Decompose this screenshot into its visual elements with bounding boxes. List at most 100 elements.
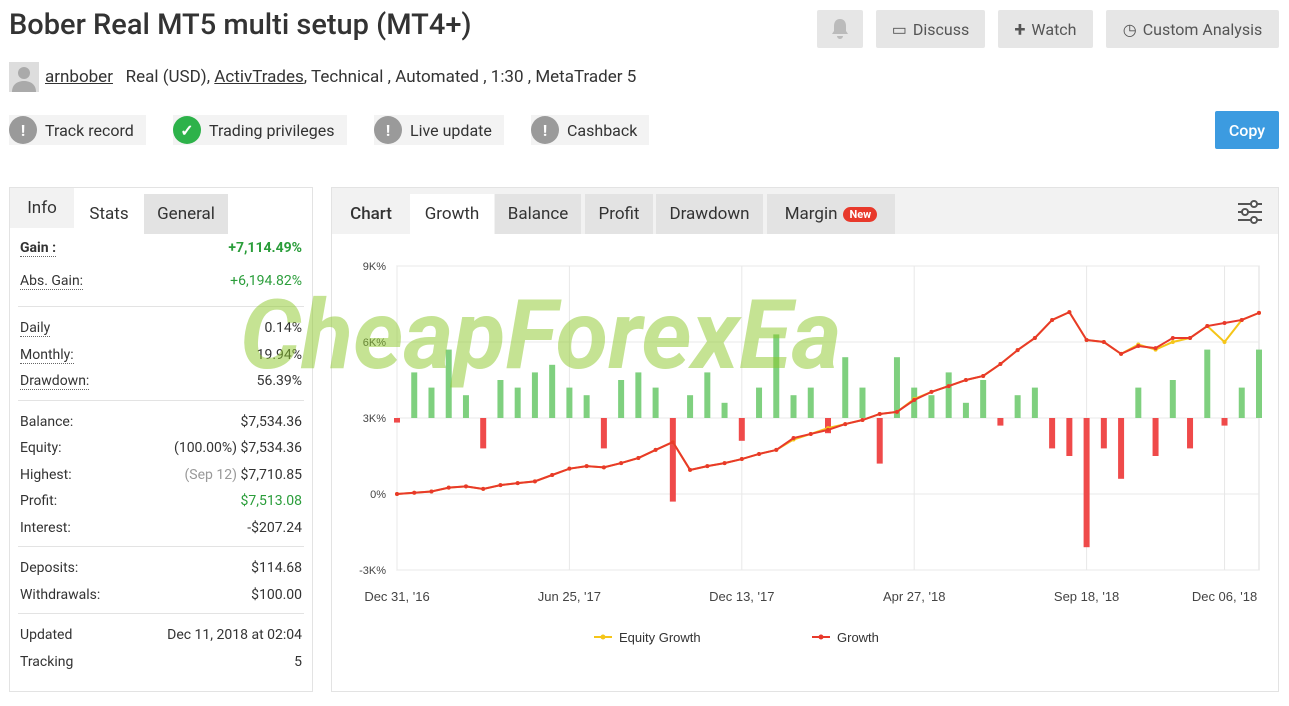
stat-label: Gain : xyxy=(20,240,57,257)
chart-panel: Chart Growth Balance Profit Drawdown Mar… xyxy=(331,187,1279,692)
tab[interactable]: Margin New xyxy=(767,194,895,234)
point xyxy=(894,409,899,414)
broker-link[interactable]: ActivTrades xyxy=(214,67,304,87)
stat-row: Tracking 5 xyxy=(20,654,302,670)
point xyxy=(584,464,589,469)
badge: ! Cashback xyxy=(531,115,650,145)
stat-value: $7,513.08 xyxy=(240,493,302,509)
x-tick-label: Dec 13, '17 xyxy=(709,589,774,604)
tab[interactable]: Stats xyxy=(74,194,144,234)
stat-label: Interest: xyxy=(20,519,71,536)
point xyxy=(860,418,865,423)
bar xyxy=(773,334,780,418)
bar xyxy=(1100,418,1107,449)
settings-icon[interactable] xyxy=(1236,200,1264,224)
bar xyxy=(652,387,659,418)
bar xyxy=(445,349,452,418)
badge-label: Trading privileges xyxy=(209,120,335,140)
stat-label: Withdrawals: xyxy=(20,586,101,603)
tab[interactable]: Balance xyxy=(495,194,581,234)
series-line xyxy=(396,310,1260,495)
tab[interactable]: Profit xyxy=(585,194,653,234)
stat-row: Withdrawals: $100.00 xyxy=(20,587,302,603)
stat-row: Drawdown: 56.39% xyxy=(20,373,302,390)
point xyxy=(395,492,399,496)
y-tick-label: 0% xyxy=(370,489,386,501)
point xyxy=(653,447,658,452)
copy-button[interactable]: Copy xyxy=(1215,111,1279,149)
stat-label: Updated xyxy=(20,627,73,643)
stat-label: Daily xyxy=(20,320,51,337)
bar xyxy=(790,395,797,418)
y-tick-label: 3K% xyxy=(363,413,386,425)
point xyxy=(481,486,486,491)
divider xyxy=(18,546,304,547)
discuss-button[interactable]: ▭ Discuss xyxy=(876,10,985,48)
bar xyxy=(1169,380,1176,418)
point xyxy=(774,447,779,452)
point xyxy=(912,398,917,403)
bar xyxy=(635,372,642,418)
bar xyxy=(859,387,866,418)
analysis-button[interactable]: ◷ Custom Analysis xyxy=(1106,10,1279,48)
stat-row: Gain : +7,114.49% xyxy=(20,240,302,257)
badge: ! Live update xyxy=(374,115,504,145)
tab[interactable]: Info xyxy=(10,188,74,228)
bell-button[interactable] xyxy=(817,10,863,48)
point xyxy=(601,465,606,470)
tab[interactable]: General xyxy=(144,194,228,234)
bar xyxy=(1238,387,1245,418)
bar xyxy=(669,418,676,502)
bar xyxy=(997,418,1004,426)
bar xyxy=(514,387,521,418)
meta: Real (USD), xyxy=(125,67,211,87)
bar xyxy=(980,380,987,418)
stat-note: (100.00%) xyxy=(174,440,237,456)
stat-label: Abs. Gain: xyxy=(20,273,84,290)
bar xyxy=(618,380,625,418)
legend-label: Growth xyxy=(837,630,879,645)
point xyxy=(826,427,830,432)
divider xyxy=(18,613,304,614)
stats-panel: Info Stats General Gain : +7,114.49% Abs. … xyxy=(9,187,313,692)
new-badge: New xyxy=(843,206,878,222)
x-tick-label: Jun 25, '17 xyxy=(538,589,601,604)
bar xyxy=(825,418,831,434)
badge-label: Cashback xyxy=(567,120,638,140)
stat-label: Monthly: xyxy=(20,346,74,364)
bar xyxy=(1049,418,1056,449)
bar xyxy=(1083,418,1090,548)
x-tick-label: Dec 06, '18 xyxy=(1192,589,1257,604)
user-link[interactable]: arnbober xyxy=(45,67,113,87)
x-tick-label: Apr 27, '18 xyxy=(883,589,945,604)
point xyxy=(619,461,624,466)
tab[interactable]: Drawdown xyxy=(656,194,763,234)
point xyxy=(1101,340,1106,344)
avatar xyxy=(9,62,39,92)
stat-row: Deposits: $114.68 xyxy=(20,560,302,576)
stat-value: -$207.24 xyxy=(247,519,302,536)
watch-button[interactable]: + Watch xyxy=(998,10,1093,48)
bar xyxy=(566,387,573,418)
tab[interactable]: Growth xyxy=(410,194,494,234)
stat-value: $7,710.85 xyxy=(240,466,302,483)
stat-value: 0.14% xyxy=(264,320,302,336)
bar xyxy=(1152,418,1159,456)
badge: ! Track record xyxy=(9,115,146,145)
bar xyxy=(531,372,538,418)
stat-value: $114.68 xyxy=(251,560,302,576)
legend-swatch xyxy=(818,634,824,640)
stat-value: Dec 11, 2018 at 02:04 xyxy=(167,627,302,643)
point xyxy=(1222,340,1227,344)
point xyxy=(1050,317,1055,322)
stat-row: Balance: $7,534.36 xyxy=(20,414,302,430)
bar xyxy=(962,402,969,418)
point xyxy=(877,411,882,416)
bar xyxy=(807,387,814,418)
stat-value: $7,534.36 xyxy=(240,413,302,430)
bar xyxy=(756,387,763,418)
bar xyxy=(1221,418,1228,426)
bar xyxy=(911,387,918,418)
bar xyxy=(1204,349,1211,418)
bar xyxy=(893,357,900,418)
